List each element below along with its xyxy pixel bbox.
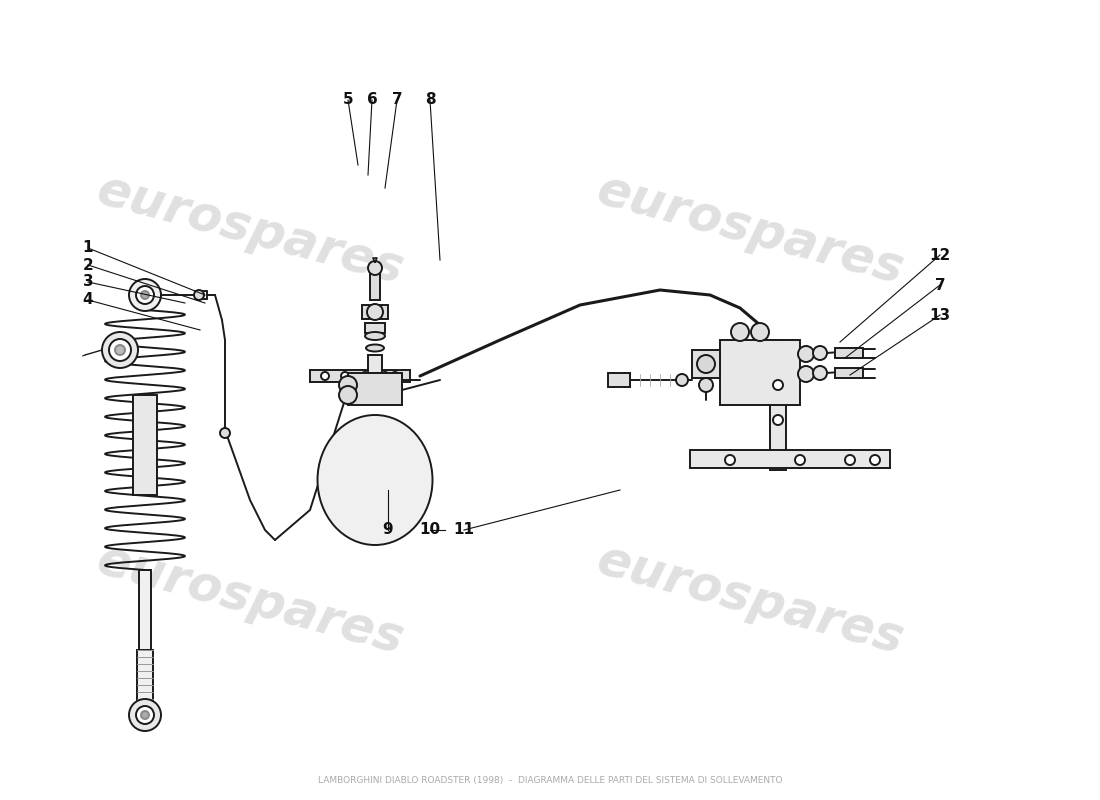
Circle shape bbox=[368, 261, 382, 275]
Circle shape bbox=[321, 372, 329, 380]
Text: 7: 7 bbox=[392, 93, 403, 107]
Circle shape bbox=[845, 455, 855, 465]
Text: 13: 13 bbox=[930, 307, 950, 322]
Circle shape bbox=[141, 711, 149, 719]
Text: 3: 3 bbox=[82, 274, 94, 290]
Bar bbox=[770, 340, 786, 470]
Circle shape bbox=[339, 386, 358, 404]
Circle shape bbox=[129, 279, 161, 311]
Circle shape bbox=[341, 372, 349, 380]
Circle shape bbox=[813, 366, 827, 380]
Text: 4: 4 bbox=[82, 293, 94, 307]
Circle shape bbox=[141, 291, 149, 299]
Circle shape bbox=[367, 304, 383, 320]
Circle shape bbox=[697, 355, 715, 373]
Circle shape bbox=[116, 345, 125, 355]
Text: 10: 10 bbox=[419, 522, 441, 538]
Ellipse shape bbox=[365, 332, 385, 340]
Circle shape bbox=[361, 372, 368, 380]
Circle shape bbox=[220, 428, 230, 438]
Bar bbox=[368, 355, 382, 373]
Bar bbox=[133, 395, 157, 495]
Circle shape bbox=[773, 380, 783, 390]
Bar bbox=[690, 450, 890, 468]
Circle shape bbox=[698, 378, 713, 392]
Circle shape bbox=[732, 323, 749, 341]
Circle shape bbox=[194, 290, 204, 300]
Text: 12: 12 bbox=[930, 247, 950, 262]
Circle shape bbox=[136, 706, 154, 724]
Bar bbox=[692, 350, 720, 378]
Circle shape bbox=[676, 374, 688, 386]
Circle shape bbox=[813, 346, 827, 360]
Text: 8: 8 bbox=[425, 93, 436, 107]
Bar bbox=[362, 305, 388, 319]
Text: eurospares: eurospares bbox=[91, 166, 409, 294]
Bar bbox=[370, 270, 379, 300]
Bar bbox=[365, 323, 385, 333]
Bar bbox=[608, 373, 630, 387]
Circle shape bbox=[136, 286, 154, 304]
Text: 1: 1 bbox=[82, 241, 94, 255]
Circle shape bbox=[109, 339, 131, 361]
Bar bbox=[720, 340, 800, 405]
Text: eurospares: eurospares bbox=[591, 166, 909, 294]
Circle shape bbox=[751, 323, 769, 341]
Text: 6: 6 bbox=[366, 93, 377, 107]
Text: 9: 9 bbox=[383, 522, 394, 538]
Circle shape bbox=[381, 372, 389, 380]
Circle shape bbox=[390, 372, 399, 380]
Bar bbox=[348, 373, 402, 405]
Circle shape bbox=[129, 699, 161, 731]
Circle shape bbox=[773, 415, 783, 425]
Circle shape bbox=[795, 455, 805, 465]
Text: eurospares: eurospares bbox=[591, 536, 909, 664]
Circle shape bbox=[798, 346, 814, 362]
Bar bbox=[835, 348, 864, 358]
Circle shape bbox=[725, 455, 735, 465]
Text: 7: 7 bbox=[935, 278, 945, 293]
Circle shape bbox=[870, 455, 880, 465]
Bar bbox=[835, 368, 864, 378]
Text: 2: 2 bbox=[82, 258, 94, 273]
Bar bbox=[310, 370, 410, 382]
Circle shape bbox=[339, 376, 358, 394]
Circle shape bbox=[798, 366, 814, 382]
Text: 11: 11 bbox=[453, 522, 474, 538]
Text: 5: 5 bbox=[343, 93, 353, 107]
Ellipse shape bbox=[318, 415, 432, 545]
Bar bbox=[139, 570, 151, 650]
Text: eurospares: eurospares bbox=[91, 536, 409, 664]
Text: LAMBORGHINI DIABLO ROADSTER (1998)  -  DIAGRAMMA DELLE PARTI DEL SISTEMA DI SOLL: LAMBORGHINI DIABLO ROADSTER (1998) - DIA… bbox=[318, 776, 782, 785]
Circle shape bbox=[102, 332, 138, 368]
Ellipse shape bbox=[366, 345, 384, 351]
Bar bbox=[138, 650, 153, 705]
